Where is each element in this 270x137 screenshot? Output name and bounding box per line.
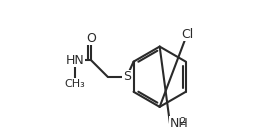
Text: CH₃: CH₃: [64, 79, 85, 89]
Text: HN: HN: [65, 54, 84, 67]
Text: NH: NH: [170, 117, 189, 130]
Text: 2: 2: [179, 117, 185, 127]
Text: O: O: [86, 32, 96, 45]
Text: S: S: [123, 70, 131, 83]
Text: Cl: Cl: [181, 28, 193, 41]
